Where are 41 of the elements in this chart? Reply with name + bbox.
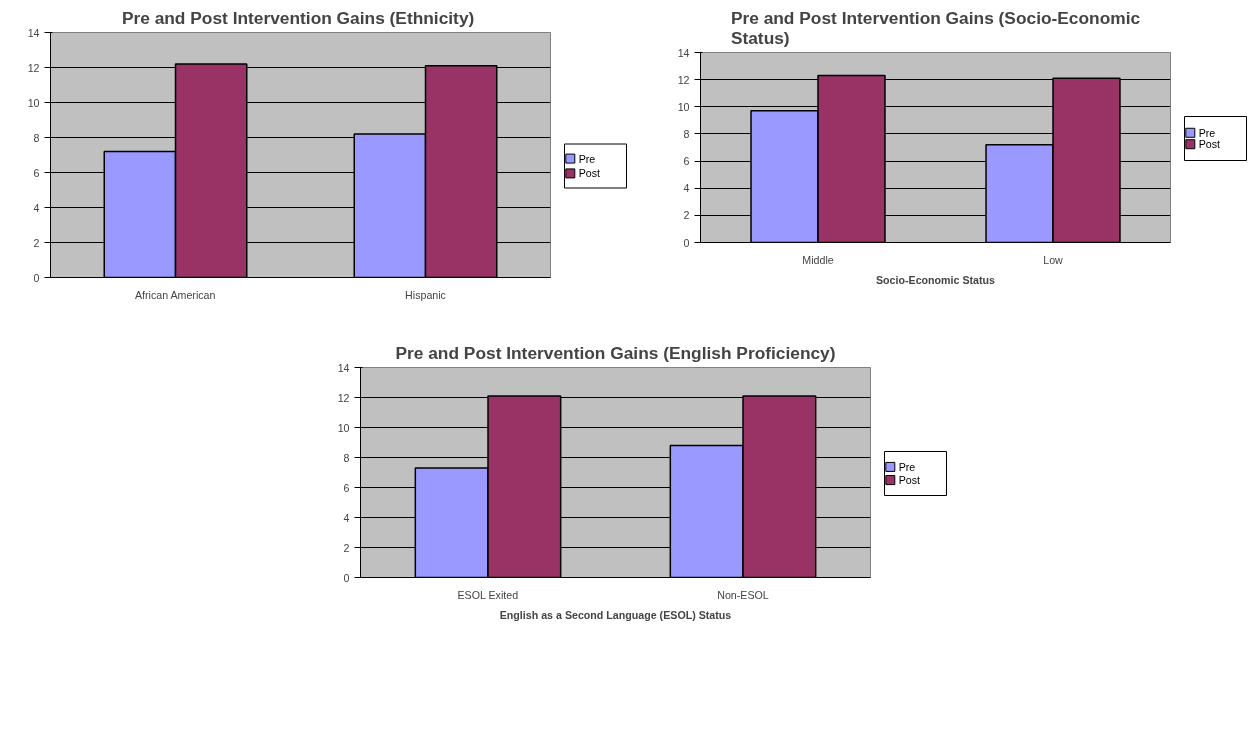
legend-label: Pre xyxy=(1198,126,1216,139)
chart-title: Pre and Post Intervention Gains (Ethnicity) xyxy=(121,7,475,28)
y-tick-label: 10 xyxy=(337,421,350,434)
x-axis-title: Socio-Economic Status xyxy=(875,273,996,286)
x-tick-label: African American xyxy=(134,288,216,301)
y-tick-label: 6 xyxy=(33,166,40,179)
chart-title: Pre and Post Intervention Gains (English Proficiency) xyxy=(395,342,836,363)
y-tick-label: 2 xyxy=(343,541,350,554)
x-axis-title: English as a Second Language (ESOL) Status xyxy=(499,608,732,621)
y-tick-label: 2 xyxy=(33,236,40,249)
x-tick-label: Middle xyxy=(802,253,834,266)
legend-label: Pre xyxy=(898,460,916,473)
x-tick-label: Hispanic xyxy=(405,288,447,301)
legend-label: Post xyxy=(898,474,921,487)
y-tick-label: 14 xyxy=(677,46,690,59)
y-tick-label: 10 xyxy=(677,100,690,113)
y-tick-label: 8 xyxy=(33,131,40,144)
x-tick-label: ESOL Exited xyxy=(457,588,519,601)
y-tick-label: 12 xyxy=(27,61,40,74)
y-tick-label: 4 xyxy=(343,511,350,524)
y-tick-label: 14 xyxy=(337,361,350,374)
y-tick-label: 4 xyxy=(683,182,690,195)
y-tick-label: 6 xyxy=(343,481,350,494)
legend-label: Post xyxy=(578,167,601,180)
y-tick-label: 4 xyxy=(33,201,40,214)
x-tick-label: Low xyxy=(1043,253,1064,266)
y-tick-label: 0 xyxy=(683,236,690,249)
y-tick-label: 0 xyxy=(33,271,40,284)
y-tick-label: 8 xyxy=(683,127,690,140)
legend-label: Pre xyxy=(578,152,596,165)
y-tick-label: 0 xyxy=(343,571,350,584)
y-tick-label: 12 xyxy=(677,73,690,86)
y-tick-label: 8 xyxy=(343,451,350,464)
y-tick-label: 6 xyxy=(683,155,690,168)
y-tick-label: 12 xyxy=(337,391,350,404)
y-tick-label: 10 xyxy=(27,96,40,109)
y-tick-label: 14 xyxy=(27,26,40,39)
chart-title: Pre and Post Intervention Gains (Socio-Economic Status) xyxy=(730,7,1141,48)
y-tick-label: 2 xyxy=(683,209,690,222)
legend-label: Post xyxy=(1198,138,1221,151)
x-tick-label: Non-ESOL xyxy=(717,588,769,601)
